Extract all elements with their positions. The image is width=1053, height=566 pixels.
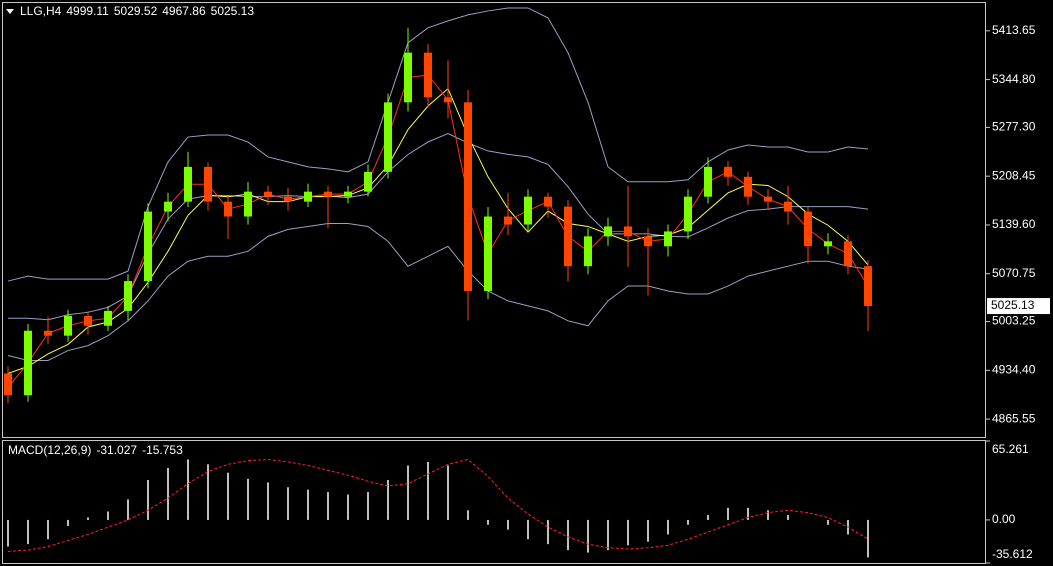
candle-body bbox=[624, 226, 632, 237]
candle-body bbox=[484, 216, 492, 291]
candle-body bbox=[544, 196, 552, 207]
y-tick-label: 5344.80 bbox=[992, 72, 1036, 86]
candle-body bbox=[104, 310, 112, 326]
y-tick-label: 4865.55 bbox=[992, 411, 1036, 425]
last-price-label: 5025.13 bbox=[991, 298, 1035, 312]
candle-body bbox=[144, 211, 152, 282]
candle-body bbox=[264, 191, 272, 197]
ohlc-readout: 5029.52 bbox=[114, 4, 158, 18]
candle-body bbox=[604, 226, 612, 237]
candle-body bbox=[284, 196, 292, 202]
candle-body bbox=[4, 373, 12, 396]
candle-body bbox=[64, 315, 72, 336]
candle-body bbox=[324, 191, 332, 197]
y-tick-label: 5277.30 bbox=[992, 120, 1036, 134]
indicator-line bbox=[7, 7, 869, 282]
candle-body bbox=[684, 196, 692, 232]
macd-readout: -31.027 bbox=[96, 443, 137, 457]
indicator-label: MACD(12,26,9) bbox=[8, 443, 91, 457]
candle-body bbox=[84, 315, 92, 326]
candle-body bbox=[564, 206, 572, 267]
y-tick-label: 0.00 bbox=[992, 512, 1016, 526]
signal-readout: -15.753 bbox=[142, 443, 183, 457]
candle-body bbox=[344, 191, 352, 197]
candle-body bbox=[504, 216, 512, 225]
ohlc-readout: 4967.86 bbox=[162, 4, 206, 18]
y-tick-label: 65.261 bbox=[992, 442, 1029, 456]
candle-body bbox=[304, 191, 312, 202]
y-tick-label: 5139.60 bbox=[992, 217, 1036, 231]
candle-body bbox=[644, 236, 652, 247]
candle-body bbox=[364, 171, 372, 192]
candle-body bbox=[404, 52, 412, 103]
last-price-box bbox=[987, 298, 1050, 315]
y-tick-label: 5413.65 bbox=[992, 23, 1036, 37]
candle-body bbox=[44, 330, 52, 336]
candle-body bbox=[844, 241, 852, 267]
candle-body bbox=[744, 176, 752, 197]
candle-body bbox=[244, 191, 252, 217]
symbol-label: LLG,H4 bbox=[20, 4, 62, 18]
candle-body bbox=[164, 201, 172, 212]
candle-body bbox=[224, 201, 232, 217]
y-tick-label: 5208.45 bbox=[992, 168, 1036, 182]
menu-arrow[interactable] bbox=[6, 9, 14, 14]
candle-body bbox=[124, 281, 132, 311]
y-tick-label: 4934.40 bbox=[992, 363, 1036, 377]
candle-body bbox=[444, 97, 452, 103]
candle-body bbox=[384, 102, 392, 172]
candle-body bbox=[804, 211, 812, 247]
signal-line bbox=[7, 458, 869, 552]
candle-body bbox=[524, 196, 532, 225]
candle-body bbox=[764, 196, 772, 202]
candle-body bbox=[784, 201, 792, 212]
candle-body bbox=[464, 102, 472, 291]
ohlc-readout: 4999.11 bbox=[66, 4, 109, 18]
candle-body bbox=[204, 166, 212, 202]
candle-body bbox=[584, 236, 592, 267]
y-tick-label: 5070.75 bbox=[992, 266, 1036, 280]
indicator-line bbox=[7, 222, 869, 361]
y-tick-label: -35.612 bbox=[992, 547, 1033, 561]
candle-body bbox=[724, 166, 732, 177]
macd-panel bbox=[2, 440, 986, 564]
candle-body bbox=[664, 231, 672, 247]
price-panel bbox=[2, 2, 986, 438]
candle-body bbox=[24, 330, 32, 396]
candle-body bbox=[184, 166, 192, 202]
ohlc-readout: 5025.13 bbox=[211, 4, 255, 18]
candle-body bbox=[864, 266, 872, 307]
candle-body bbox=[704, 166, 712, 197]
y-tick-label: 5003.25 bbox=[992, 314, 1036, 328]
candle-body bbox=[824, 241, 832, 247]
candle-body bbox=[424, 52, 432, 98]
